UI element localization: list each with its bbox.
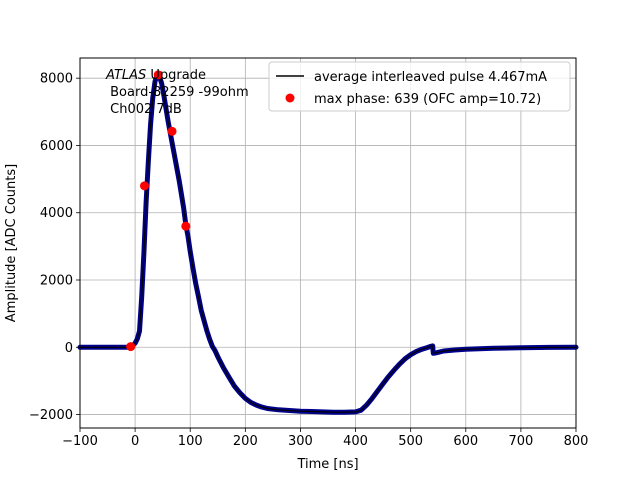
y-tick-label: 2000 — [40, 274, 73, 289]
y-axis-label: Amplitude [ADC Counts] — [4, 164, 19, 322]
max-phase-point — [126, 342, 136, 352]
x-tick-label: 300 — [288, 434, 313, 449]
x-tick-label: 800 — [564, 434, 589, 449]
svg-text:ATLAS Upgrade: ATLAS Upgrade — [105, 68, 206, 83]
y-axis-ticks: −2000 0 2000 4000 6000 8000 — [29, 72, 80, 423]
x-tick-label: 200 — [233, 434, 258, 449]
max-phase-point — [167, 126, 177, 136]
pulse-line — [80, 74, 577, 413]
max-phase-point — [139, 181, 149, 191]
annotation-channel: Ch002 7dB — [106, 102, 182, 117]
y-tick-label: 8000 — [40, 72, 73, 87]
plot-frame — [79, 57, 577, 429]
y-tick-label: 4000 — [40, 206, 73, 221]
y-tick-label: 6000 — [40, 139, 73, 154]
y-tick-label: −2000 — [29, 408, 73, 423]
legend: average interleaved pulse 4.467mA max ph… — [268, 61, 571, 112]
annotation-upgrade: Upgrade — [146, 68, 206, 83]
atlas-annotation: ATLAS Upgrade Board-82259 -99ohm Ch002 7… — [105, 68, 249, 117]
max-phase-point — [153, 70, 163, 80]
x-tick-label: 600 — [453, 434, 478, 449]
annotation-board: Board-82259 -99ohm — [106, 85, 249, 100]
x-axis-label: Time [ns] — [296, 457, 358, 472]
x-tick-label: 0 — [131, 434, 139, 449]
max-phase-point — [181, 221, 191, 231]
scatter-layer — [126, 70, 191, 352]
legend-entry-max-phase: max phase: 639 (OFC amp=10.72) — [314, 92, 541, 107]
x-tick-label: 700 — [508, 434, 533, 449]
x-tick-label: −100 — [62, 434, 98, 449]
grid-lines — [79, 58, 577, 428]
x-tick-label: 100 — [178, 434, 203, 449]
y-tick-label: 0 — [65, 341, 73, 356]
x-tick-label: 500 — [398, 434, 423, 449]
series-layer — [77, 72, 579, 415]
legend-entry-pulse: average interleaved pulse 4.467mA — [314, 70, 547, 85]
pulse-marker-band — [77, 72, 579, 415]
legend-box — [268, 61, 571, 112]
x-tick-label: 400 — [343, 434, 368, 449]
annotation-atlas: ATLAS — [105, 68, 146, 83]
legend-marker-swatch — [285, 93, 295, 103]
x-axis-ticks: −100 0 100 200 300 400 500 600 700 800 — [62, 428, 588, 449]
